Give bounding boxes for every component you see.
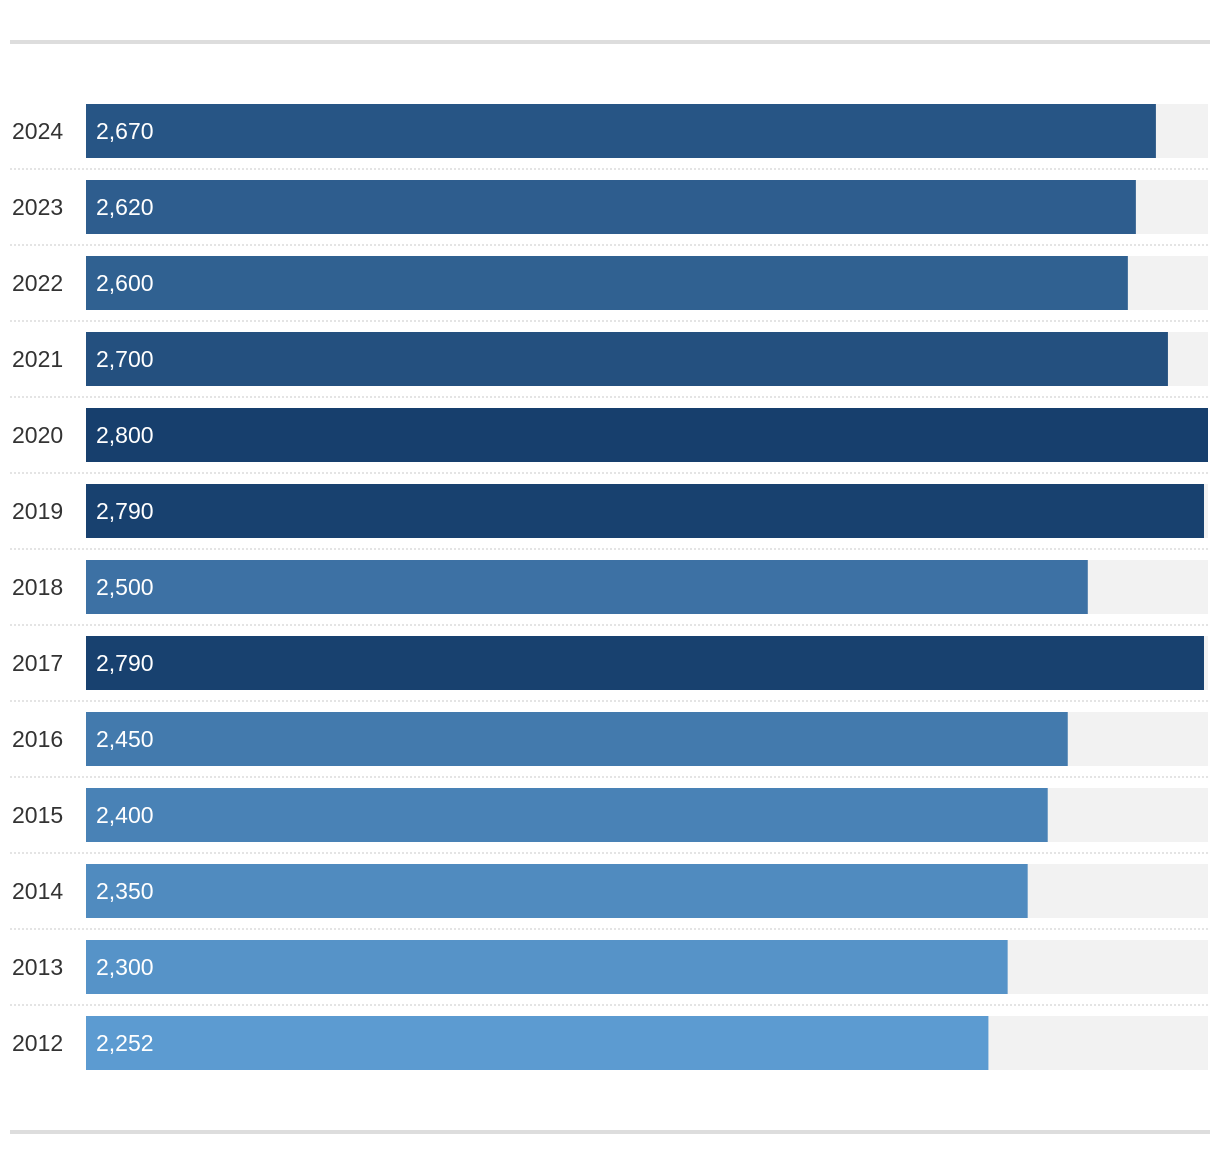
value-label-2019: 2,790 <box>96 498 154 524</box>
category-label-2014: 2014 <box>12 878 63 904</box>
category-label-2012: 2012 <box>12 1030 63 1056</box>
bottom-rule <box>10 1130 1210 1134</box>
category-label-2022: 2022 <box>12 270 63 296</box>
value-label-2023: 2,620 <box>96 194 154 220</box>
value-label-2024: 2,670 <box>96 118 154 144</box>
category-label-2021: 2021 <box>12 346 63 372</box>
value-label-2022: 2,600 <box>96 270 154 296</box>
bar-2020 <box>86 408 1208 462</box>
bar-2017 <box>86 636 1204 690</box>
category-label-2020: 2020 <box>12 422 63 448</box>
bar-2021 <box>86 332 1168 386</box>
category-label-2017: 2017 <box>12 650 63 676</box>
category-label-2013: 2013 <box>12 954 63 980</box>
bar-2023 <box>86 180 1136 234</box>
bar-2016 <box>86 712 1068 766</box>
category-label-2024: 2024 <box>12 118 63 144</box>
category-label-2018: 2018 <box>12 574 63 600</box>
top-rule <box>10 40 1210 44</box>
bar-2022 <box>86 256 1128 310</box>
bar-2019 <box>86 484 1204 538</box>
value-label-2018: 2,500 <box>96 574 154 600</box>
category-label-2015: 2015 <box>12 802 63 828</box>
category-label-2023: 2023 <box>12 194 63 220</box>
value-label-2012: 2,252 <box>96 1030 154 1056</box>
category-label-2019: 2019 <box>12 498 63 524</box>
bar-2018 <box>86 560 1088 614</box>
value-label-2015: 2,400 <box>96 802 154 828</box>
bar-2024 <box>86 104 1156 158</box>
value-label-2016: 2,450 <box>96 726 154 752</box>
value-label-2013: 2,300 <box>96 954 154 980</box>
bar-2013 <box>86 940 1008 994</box>
value-label-2020: 2,800 <box>96 422 154 448</box>
bar-2012 <box>86 1016 989 1070</box>
value-label-2014: 2,350 <box>96 878 154 904</box>
bar-2015 <box>86 788 1048 842</box>
value-label-2021: 2,700 <box>96 346 154 372</box>
value-label-2017: 2,790 <box>96 650 154 676</box>
bar-2014 <box>86 864 1028 918</box>
category-label-2016: 2016 <box>12 726 63 752</box>
